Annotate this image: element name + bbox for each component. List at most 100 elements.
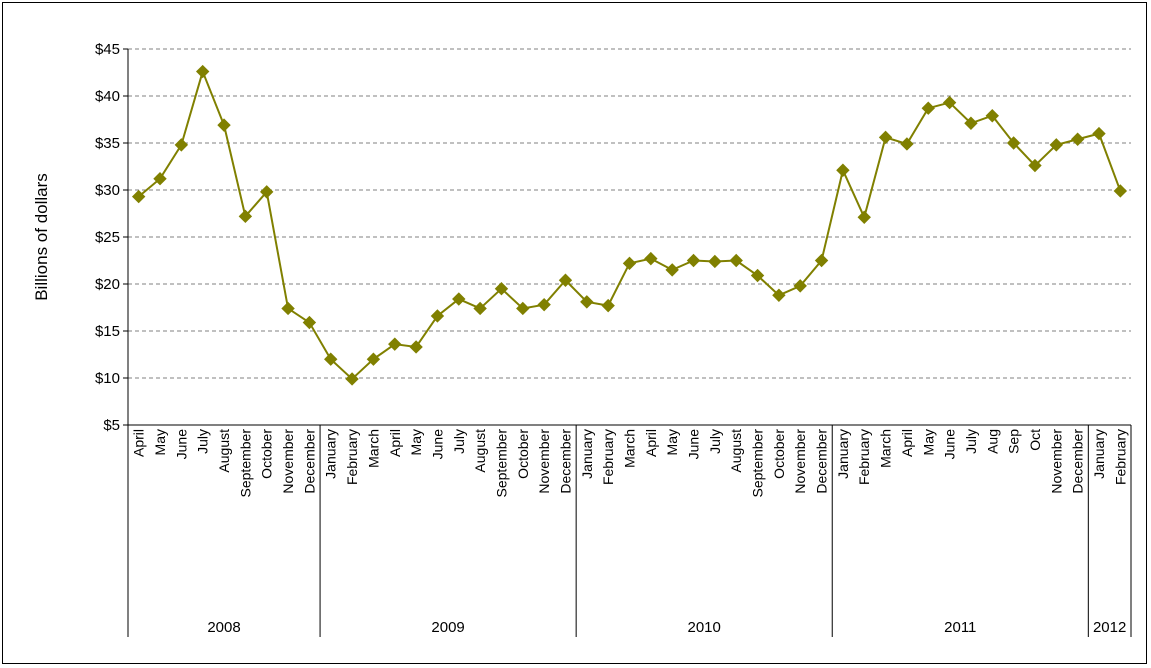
data-point — [1049, 138, 1064, 152]
data-point — [644, 251, 658, 266]
data-point — [580, 295, 594, 309]
data-point — [302, 315, 317, 330]
x-tick-label: July — [451, 429, 467, 454]
x-tick-label: February — [344, 429, 360, 485]
x-tick-label: March — [622, 429, 638, 468]
x-tick-label: Aug — [984, 429, 1000, 454]
y-tick-label: $5 — [103, 417, 120, 434]
year-label: 2012 — [1093, 619, 1126, 636]
series — [131, 64, 1128, 386]
x-tick-label: Sep — [1006, 429, 1022, 454]
x-tick-label: June — [173, 429, 189, 460]
year-label: 2009 — [431, 619, 464, 636]
year-label: 2011 — [944, 619, 976, 636]
data-point — [729, 253, 743, 268]
x-tick-label: September — [237, 429, 253, 498]
data-point — [1028, 158, 1042, 173]
x-tick-label: March — [365, 429, 381, 468]
y-tick-label: $45 — [95, 41, 120, 58]
x-tick-label: December — [814, 429, 830, 494]
data-point — [153, 172, 167, 186]
x-tick-label: August — [728, 429, 744, 473]
data-point — [238, 209, 253, 224]
year-label: 2010 — [688, 619, 721, 636]
data-point — [601, 298, 615, 313]
x-tick-label: July — [963, 429, 979, 454]
data-point — [409, 340, 423, 354]
data-point — [131, 189, 146, 204]
data-point — [665, 263, 679, 277]
y-axis: $5 $10 $15 $20 $25 $30 $35 $40 $45 — [95, 41, 129, 434]
x-tick-label: October — [259, 429, 275, 479]
x-tick-label: May — [152, 429, 168, 455]
x-tick-label: April — [899, 429, 915, 457]
y-tick-label: $35 — [95, 135, 120, 152]
y-tick-label: $25 — [95, 229, 120, 246]
data-point — [174, 138, 189, 152]
data-point — [281, 301, 295, 316]
data-point — [388, 337, 402, 351]
x-tick-label: November — [792, 429, 808, 494]
x-tick-label: January — [835, 429, 851, 479]
x-tick-label: October — [515, 429, 531, 479]
data-point — [260, 185, 274, 199]
x-tick-label: September — [750, 429, 766, 498]
x-tick-label: January — [1091, 429, 1107, 479]
x-tick-label: February — [600, 429, 616, 485]
data-point — [430, 309, 445, 323]
data-point — [366, 352, 381, 366]
y-tick-label: $30 — [95, 182, 120, 199]
x-tick-label: September — [493, 429, 509, 498]
y-tick-label: $40 — [95, 88, 120, 105]
data-point — [921, 101, 935, 115]
data-point — [558, 273, 573, 287]
x-tick-label: June — [429, 429, 445, 460]
data-point — [537, 297, 551, 312]
data-point — [814, 253, 829, 268]
x-tick-label: April — [643, 429, 659, 457]
x-tick-label: July — [707, 429, 723, 454]
data-point — [878, 130, 893, 145]
data-point — [1113, 184, 1128, 198]
x-tick-label: February — [856, 429, 872, 485]
data-point — [622, 256, 637, 271]
data-point — [942, 95, 957, 110]
x-axis: April May June July August September October No… — [127, 424, 1132, 637]
x-tick-label: December — [301, 429, 317, 494]
data-point — [217, 118, 231, 132]
x-tick-label: August — [216, 429, 232, 473]
x-tick-label: June — [942, 429, 958, 460]
data-point — [1092, 126, 1106, 141]
y-tick-label: $15 — [95, 323, 120, 340]
x-tick-label: January — [323, 429, 339, 479]
x-tick-label: December — [1070, 429, 1086, 494]
data-point — [324, 352, 338, 366]
data-point — [708, 254, 722, 269]
data-point — [1070, 132, 1085, 146]
x-tick-label: November — [536, 429, 552, 494]
x-tick-label: April — [387, 429, 403, 457]
data-point — [772, 288, 786, 302]
x-tick-label: May — [920, 429, 936, 455]
x-tick-label: October — [771, 429, 787, 479]
gridlines — [128, 48, 1131, 379]
x-tick-label: July — [195, 429, 211, 454]
x-tick-label: August — [472, 429, 488, 473]
data-point — [516, 301, 530, 316]
data-point — [686, 253, 701, 268]
data-point — [836, 163, 850, 177]
x-tick-label: February — [1112, 429, 1128, 485]
data-point — [452, 292, 466, 306]
x-tick-label: December — [557, 429, 573, 494]
data-point — [793, 279, 807, 293]
x-tick-label: November — [280, 429, 296, 494]
data-point — [750, 268, 765, 283]
data-point — [345, 372, 359, 386]
x-tick-label: January — [579, 429, 595, 479]
x-tick-label: Oct — [1027, 429, 1043, 451]
x-tick-label: April — [131, 429, 147, 457]
data-point — [1006, 136, 1021, 150]
data-point — [857, 210, 871, 224]
